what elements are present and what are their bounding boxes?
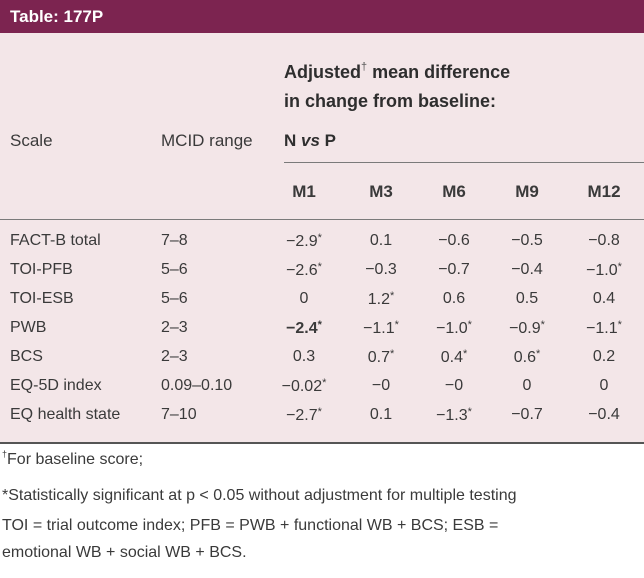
- cell-scale: TOI-PFB: [10, 261, 73, 278]
- significance-marker: *: [317, 232, 322, 244]
- cell-value: −1.1*: [363, 319, 399, 337]
- cell-scale: FACT-B total: [10, 232, 101, 249]
- cell-value: 0.4*: [440, 348, 468, 366]
- significance-marker: *: [394, 319, 399, 331]
- cell-value: 0: [522, 377, 532, 394]
- cell-value: −2.6*: [286, 261, 322, 279]
- significance-marker: *: [322, 377, 327, 389]
- footnote-baseline: †For baseline score;: [2, 449, 144, 468]
- cell-scale: EQ-5D index: [10, 377, 102, 394]
- cell-mcid: 5–6: [161, 261, 188, 278]
- significance-marker: *: [462, 348, 468, 360]
- significance-marker: *: [535, 348, 541, 360]
- table-body-area: [0, 33, 644, 443]
- cell-value: −1.0*: [586, 261, 622, 279]
- cell-mcid: 7–8: [161, 232, 188, 249]
- cell-value: −2.7*: [286, 406, 322, 424]
- col-header-month: M9: [515, 182, 539, 201]
- cell-value: −2.9*: [286, 232, 322, 250]
- significance-marker: *: [389, 348, 395, 360]
- cell-value: −0.4: [511, 261, 543, 278]
- cell-value: −0.3: [365, 261, 397, 278]
- footnote-abbreviations-1: TOI = trial outcome index; PFB = PWB + f…: [2, 517, 499, 534]
- cell-value: 0.1: [369, 232, 393, 249]
- significance-marker: *: [389, 290, 395, 302]
- col-header-month: M1: [292, 182, 316, 201]
- cell-value: 0: [599, 377, 609, 394]
- cell-value: −0.7: [511, 406, 543, 423]
- cell-value: 1.2*: [367, 290, 395, 308]
- significance-marker: *: [317, 319, 322, 331]
- cell-value: −0.9*: [509, 319, 545, 337]
- significance-marker: *: [467, 406, 472, 418]
- cell-value: −0.6: [438, 232, 470, 249]
- cell-scale: BCS: [10, 348, 43, 365]
- col-header-comparison: N vs P: [284, 131, 336, 150]
- significance-marker: *: [617, 261, 622, 273]
- cell-value: −0: [371, 377, 391, 394]
- cell-mcid: 7–10: [161, 406, 197, 423]
- cell-scale: PWB: [10, 319, 47, 336]
- cell-value: −1.1*: [586, 319, 622, 337]
- header-rule: [0, 219, 644, 220]
- footnote-significance: *Statistically significant at p < 0.05 w…: [2, 487, 517, 504]
- cell-value: 0.7*: [367, 348, 395, 366]
- significance-marker: *: [467, 319, 472, 331]
- cell-value: 0: [299, 290, 309, 307]
- table-title: Table: 177P: [10, 7, 104, 26]
- col-header-month: M3: [369, 182, 393, 201]
- cell-value: −0.4: [588, 406, 620, 423]
- cell-value: 0.4: [592, 290, 616, 307]
- group-header: Adjusted† mean difference in change from…: [284, 61, 511, 111]
- cell-value: −2.4*: [286, 319, 322, 337]
- cell-value: −1.3*: [436, 406, 472, 424]
- col-header-mcid: MCID range: [161, 131, 253, 150]
- cell-scale: EQ health state: [10, 406, 121, 423]
- cell-mcid: 2–3: [161, 348, 188, 365]
- cell-value: 0.5: [515, 290, 539, 307]
- cell-mcid: 0.09–0.10: [161, 377, 233, 394]
- significance-marker: *: [317, 261, 322, 273]
- table-bottom-rule: [0, 442, 644, 444]
- cell-value: 0.3: [292, 348, 316, 365]
- cell-value: −0.8: [588, 232, 620, 249]
- cell-value: −0.02*: [281, 377, 327, 395]
- cell-value: 0.6*: [513, 348, 541, 366]
- col-header-month: M6: [442, 182, 466, 201]
- cell-value: −0: [444, 377, 464, 394]
- significance-marker: *: [317, 406, 322, 418]
- cell-mcid: 2–3: [161, 319, 188, 336]
- cell-value: −1.0*: [436, 319, 472, 337]
- cell-value: −0.7: [438, 261, 470, 278]
- cell-scale: TOI-ESB: [10, 290, 74, 307]
- subheader-rule: [284, 162, 644, 163]
- col-header-month: M12: [587, 182, 621, 201]
- table-title-bar: Table: 177P: [0, 0, 644, 33]
- significance-marker: *: [617, 319, 622, 331]
- footnote-abbreviations-2: emotional WB + social WB + BCS.: [2, 544, 247, 561]
- cell-value: 0.2: [592, 348, 616, 365]
- cell-value: 0.6: [442, 290, 466, 307]
- cell-mcid: 5–6: [161, 290, 188, 307]
- significance-marker: *: [540, 319, 545, 331]
- col-header-scale: Scale: [10, 131, 53, 150]
- cell-value: 0.1: [369, 406, 393, 423]
- cell-value: −0.5: [511, 232, 543, 249]
